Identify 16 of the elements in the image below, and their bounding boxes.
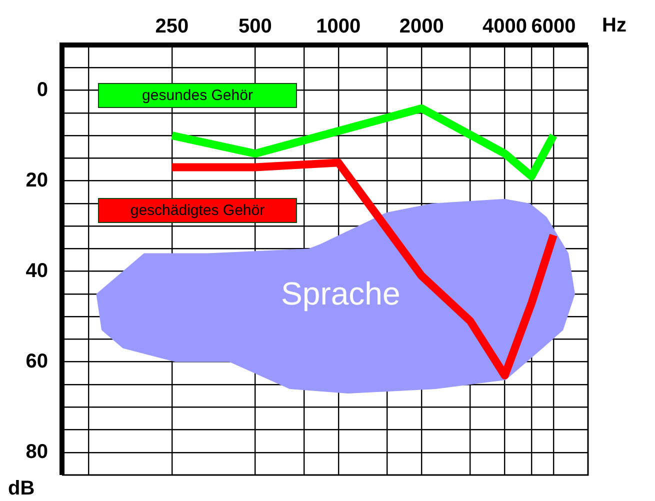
x-tick-label: 500 xyxy=(238,16,272,38)
y-tick-label: 20 xyxy=(26,169,48,192)
label-box: geschädigtes Gehör xyxy=(98,198,297,223)
y-tick-label: 80 xyxy=(26,440,48,463)
x-tick-label: 1000 xyxy=(316,16,361,38)
y-axis-title: dB xyxy=(8,478,35,500)
y-tick-label: 0 xyxy=(36,78,48,101)
x-tick-label: 2000 xyxy=(399,16,444,38)
label-box: gesundes Gehör xyxy=(98,83,297,108)
x-tick-label: 6000 xyxy=(531,16,576,38)
series-label: Sprache xyxy=(281,276,400,312)
y-tick-label: 40 xyxy=(26,260,48,282)
x-axis-title: Hz xyxy=(602,14,626,37)
x-tick-label: 4000 xyxy=(482,16,528,38)
y-tick-label: 60 xyxy=(26,350,48,372)
x-tick-label: 250 xyxy=(155,16,189,38)
